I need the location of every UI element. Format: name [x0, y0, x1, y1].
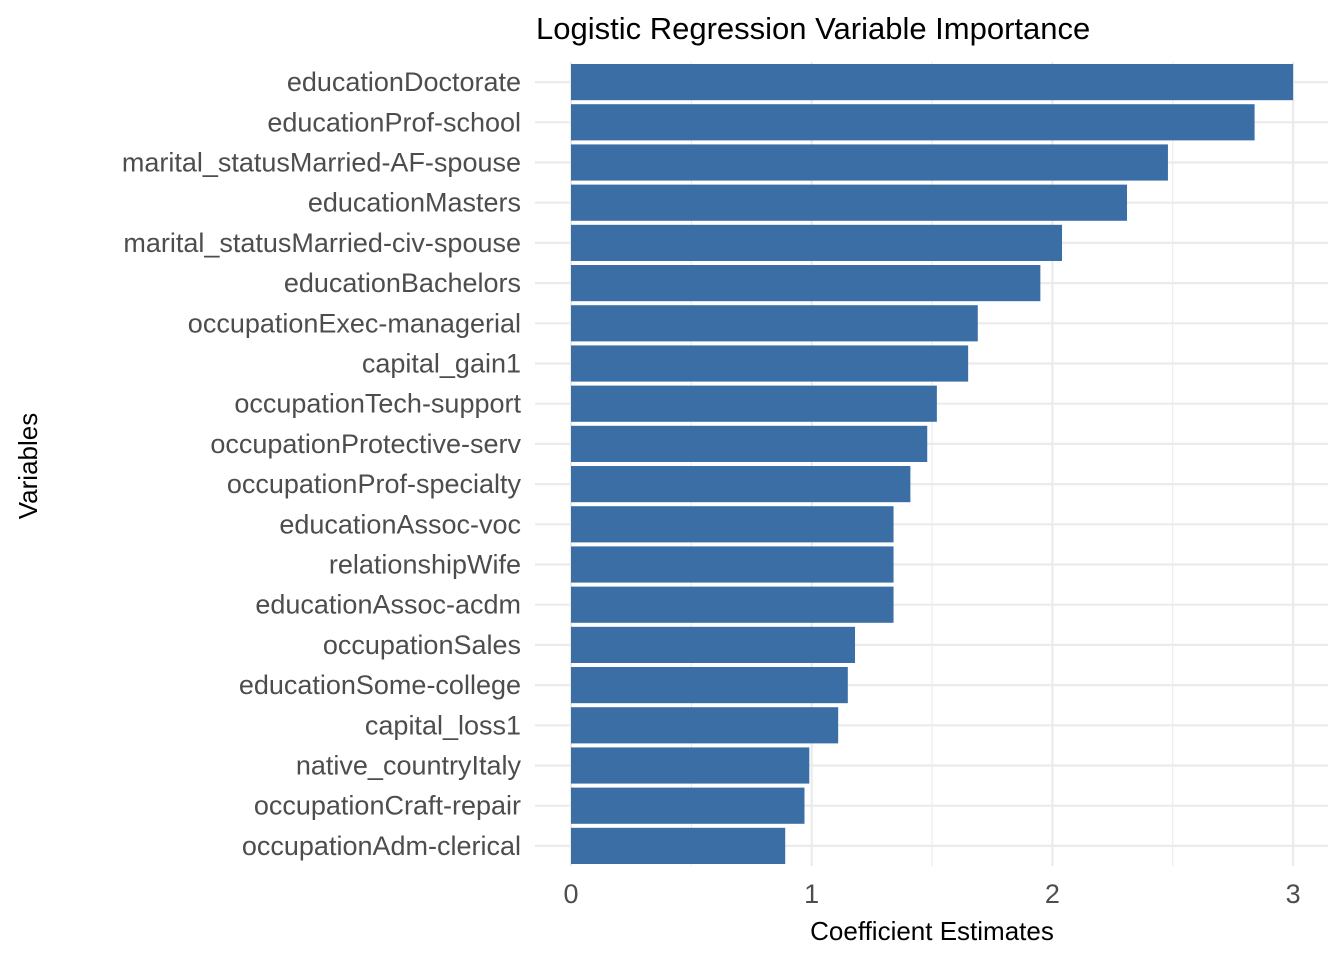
bar	[571, 385, 937, 422]
bar	[571, 787, 805, 824]
category-label: educationAssoc-acdm	[255, 590, 521, 620]
category-label: capital_gain1	[362, 349, 521, 379]
bar	[571, 626, 856, 663]
bar	[571, 466, 911, 503]
category-label: educationAssoc-voc	[279, 509, 521, 539]
x-tick-label: 2	[1045, 879, 1060, 909]
x-tick-label: 1	[804, 879, 819, 909]
bars	[571, 64, 1294, 864]
category-label: occupationTech-support	[234, 389, 521, 419]
bar	[571, 707, 839, 744]
category-label: occupationProf-specialty	[227, 469, 522, 499]
category-label: occupationCraft-repair	[254, 791, 521, 821]
category-label: native_countryItaly	[296, 751, 522, 781]
y-axis-title: Variables	[13, 413, 43, 519]
bar	[571, 104, 1255, 141]
category-label: occupationExec-managerial	[188, 308, 521, 338]
category-label: educationBachelors	[284, 268, 521, 298]
bar	[571, 586, 894, 623]
bar	[571, 265, 1041, 302]
bar	[571, 184, 1128, 221]
category-label: educationProf-school	[267, 107, 521, 137]
category-label: educationDoctorate	[287, 67, 521, 97]
category-label: occupationSales	[323, 630, 521, 660]
category-label: educationMasters	[308, 188, 521, 218]
category-label: relationshipWife	[329, 550, 521, 580]
category-label: educationSome-college	[239, 670, 521, 700]
category-label: marital_statusMarried-civ-spouse	[123, 228, 521, 258]
category-label: occupationProtective-serv	[210, 429, 521, 459]
bar	[571, 425, 928, 462]
grid-lines	[535, 62, 1328, 866]
x-tick-label: 0	[563, 879, 578, 909]
bar	[571, 305, 978, 342]
category-label: marital_statusMarried-AF-spouse	[122, 148, 521, 178]
bar	[571, 747, 810, 784]
category-labels: educationDoctorate educationProf-school ma…	[122, 67, 522, 861]
category-label: occupationAdm-clerical	[242, 831, 521, 861]
x-tick-labels: 0 1 2 3	[563, 879, 1300, 909]
x-tick-label: 3	[1286, 879, 1301, 909]
chart-title: Logistic Regression Variable Importance	[536, 11, 1090, 46]
category-label: capital_loss1	[365, 710, 521, 740]
bar	[571, 506, 894, 543]
bar	[571, 64, 1294, 101]
bar	[571, 144, 1168, 181]
bar	[571, 224, 1063, 261]
bar	[571, 667, 848, 704]
bar	[571, 546, 894, 583]
x-axis-title: Coefficient Estimates	[810, 916, 1054, 946]
bar	[571, 827, 786, 864]
bar	[571, 345, 969, 382]
